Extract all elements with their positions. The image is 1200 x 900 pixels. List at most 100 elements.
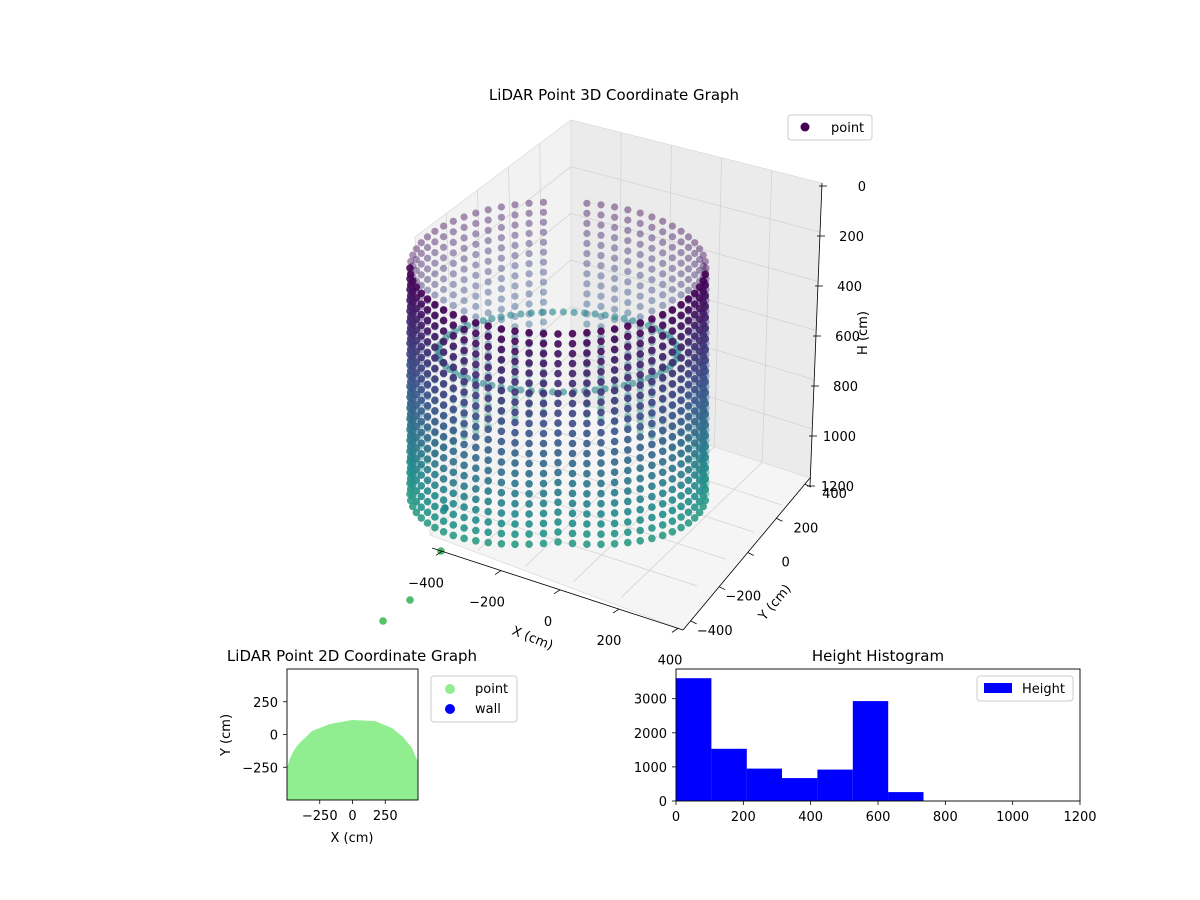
data-point	[539, 248, 548, 256]
data-point	[591, 310, 599, 318]
data-point	[658, 426, 667, 435]
data-point	[484, 268, 492, 276]
data-point	[690, 514, 699, 522]
z-tick-label: 0	[858, 180, 866, 195]
data-point	[449, 373, 458, 382]
data-point	[406, 307, 414, 315]
data-point	[684, 306, 693, 314]
data-point	[554, 350, 562, 358]
data-point	[624, 477, 632, 485]
data-point	[406, 318, 414, 326]
y-axis-ticks: −400 −200 0 200 400	[682, 477, 847, 639]
data-point	[583, 399, 591, 408]
data-point	[695, 412, 704, 420]
data-point	[611, 264, 619, 272]
data-point	[423, 476, 432, 485]
data-point	[648, 307, 656, 315]
data-point	[677, 460, 685, 468]
data-point	[439, 337, 448, 346]
data-point	[525, 260, 533, 268]
data-point	[539, 238, 548, 246]
data-point	[539, 268, 548, 276]
data-point	[668, 464, 677, 473]
histogram-x-ticks: 0 200 400 600 800 1000 1200	[672, 801, 1097, 825]
data-point	[539, 288, 548, 296]
data-point	[610, 325, 619, 333]
data-point	[484, 466, 493, 475]
x-tick-label: 0	[348, 809, 356, 824]
data-point	[472, 282, 480, 290]
data-point	[684, 412, 693, 421]
data-point	[431, 249, 439, 257]
data-point	[439, 443, 448, 452]
data-point	[472, 230, 480, 238]
data-point	[583, 459, 591, 468]
data-point	[472, 261, 480, 269]
data-point	[484, 309, 492, 317]
data-point	[484, 477, 493, 485]
data-point	[472, 339, 480, 348]
data-point	[624, 487, 632, 495]
data-point	[417, 375, 426, 383]
data-point	[658, 510, 667, 519]
data-point	[610, 447, 619, 456]
legend-marker-point	[800, 122, 810, 132]
y-tick-label: −200	[725, 590, 761, 605]
data-point	[597, 252, 605, 260]
data-point	[648, 297, 656, 305]
data-point	[511, 439, 519, 447]
data-point	[677, 300, 685, 309]
data-point	[695, 401, 704, 409]
data-point	[690, 471, 699, 479]
data-point	[511, 469, 519, 478]
data-point	[677, 385, 685, 394]
data-point	[511, 520, 519, 528]
data-point	[449, 331, 458, 340]
data-point	[439, 306, 448, 314]
data-point	[525, 379, 533, 387]
data-point	[620, 315, 628, 323]
chart-3d-grid	[417, 132, 821, 598]
data-point	[479, 379, 487, 387]
data-point	[417, 514, 426, 522]
data-point	[636, 209, 644, 217]
data-point	[460, 398, 468, 407]
data-point	[525, 490, 533, 498]
data-point	[684, 391, 693, 399]
data-point	[431, 322, 439, 330]
data-point	[684, 497, 693, 506]
data-point	[449, 479, 458, 487]
data-point	[449, 291, 457, 299]
data-point	[460, 492, 468, 501]
data-point	[583, 449, 591, 458]
data-point	[624, 518, 632, 526]
data-point	[611, 295, 619, 303]
data-point	[539, 409, 548, 418]
data-point	[684, 338, 693, 346]
data-point	[668, 475, 677, 483]
data-point	[658, 405, 667, 414]
data-point	[431, 270, 439, 278]
data-point	[677, 343, 685, 351]
data-point	[472, 360, 480, 369]
data-point	[624, 425, 632, 434]
legend-label-point: point	[831, 121, 864, 136]
data-point	[484, 226, 492, 234]
data-point	[597, 368, 605, 376]
data-point	[624, 435, 632, 444]
y-tick-label: 3000	[634, 693, 667, 708]
chart-2d-y-ticks: −250 0 250	[242, 696, 287, 776]
data-point	[406, 275, 414, 283]
data-point	[583, 320, 591, 328]
x-tick-label: −400	[408, 576, 444, 591]
data-point	[423, 455, 432, 463]
data-point	[695, 476, 704, 485]
data-point	[610, 529, 619, 538]
data-point	[497, 386, 506, 395]
data-point	[449, 394, 458, 403]
data-point	[449, 384, 458, 393]
data-point	[511, 459, 519, 467]
data-point	[611, 313, 619, 321]
data-point	[695, 337, 704, 345]
data-point	[449, 416, 458, 424]
